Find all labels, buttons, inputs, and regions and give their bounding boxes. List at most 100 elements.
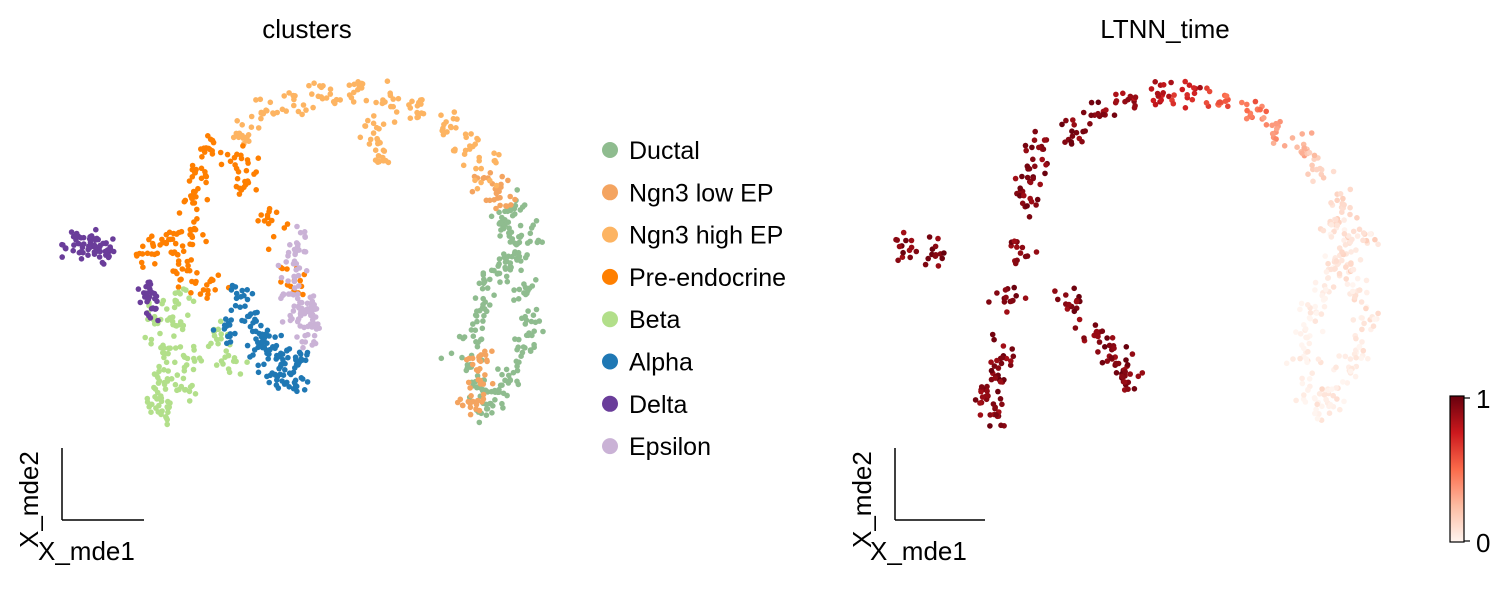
pre-endocrine-point — [278, 279, 284, 285]
ngn3-high-ep-point — [460, 162, 467, 169]
ltnn-time-point — [935, 263, 942, 269]
pre-endocrine-point — [232, 162, 238, 168]
ltnn-time-point — [1184, 92, 1190, 98]
ltnn-time-point — [1342, 353, 1349, 360]
ductal-point — [525, 308, 531, 314]
pre-endocrine-point — [175, 284, 182, 290]
beta-point — [151, 371, 158, 377]
ngn3-high-ep-point — [380, 121, 387, 127]
ltnn-time-title: LTNN_time — [1100, 14, 1230, 44]
ductal-point — [516, 253, 523, 260]
ltnn-time-point — [1007, 362, 1014, 369]
delta-point — [154, 298, 160, 305]
ductal-point — [517, 233, 524, 240]
ltnn-time-point — [1354, 215, 1360, 221]
ngn3-low-ep-point — [503, 203, 509, 209]
ltnn-time-point — [979, 394, 986, 400]
alpha-point — [228, 287, 235, 293]
pre-endocrine-point — [152, 261, 158, 267]
ltnn-time-point — [1290, 356, 1296, 362]
ltnn-time-point — [1104, 358, 1111, 364]
clusters-points — [59, 78, 546, 428]
ngn3-high-ep-point — [496, 151, 502, 158]
ngn3-high-ep-point — [476, 154, 483, 161]
pre-endocrine-point — [218, 161, 225, 168]
ngn3-high-ep-point — [474, 135, 480, 142]
pre-endocrine-point — [170, 230, 177, 237]
epsilon-point — [275, 262, 282, 269]
epsilon-point — [287, 242, 293, 248]
alpha-point — [249, 290, 256, 297]
ltnn-time-point — [908, 244, 915, 251]
pre-endocrine-point — [281, 225, 288, 231]
alpha-point — [223, 316, 229, 322]
alpha-point — [244, 313, 251, 320]
ngn3-high-ep-point — [248, 113, 255, 120]
ltnn-time-point — [1316, 411, 1322, 417]
pre-endocrine-point — [203, 179, 209, 186]
ltnn-time-point — [1012, 260, 1019, 267]
ngn3-high-ep-point — [300, 102, 307, 108]
ltnn-time-point — [1119, 373, 1125, 380]
ltnn-time-point — [988, 367, 995, 374]
legend-label-epsilon: Epsilon — [629, 433, 711, 461]
alpha-point — [288, 371, 294, 378]
ltnn-time-point — [894, 237, 900, 243]
epsilon-point — [291, 278, 298, 285]
beta-point — [163, 359, 170, 366]
ductal-point — [497, 233, 503, 239]
ngn3-high-ep-point — [245, 132, 252, 138]
beta-point — [180, 375, 187, 382]
ductal-point — [534, 239, 541, 246]
ductal-point — [519, 349, 526, 356]
beta-point — [176, 386, 182, 393]
ltnn-time-point — [1327, 401, 1334, 408]
legend-label-pre-endocrine: Pre-endocrine — [629, 264, 786, 292]
ductal-point — [456, 333, 463, 340]
ltnn-time-point — [1348, 261, 1354, 267]
pre-endocrine-point — [194, 206, 200, 213]
pre-endocrine-point — [236, 185, 243, 192]
ngn3-high-ep-point — [370, 130, 377, 136]
legend-label-ductal: Ductal — [629, 137, 700, 165]
ngn3-high-ep-point — [468, 131, 474, 137]
ltnn-time-point — [1182, 78, 1188, 85]
ngn3-high-ep-point — [318, 84, 325, 91]
ngn3-high-ep-point — [451, 109, 458, 115]
ngn3-high-ep-point — [351, 89, 357, 96]
epsilon-point — [294, 318, 301, 325]
ltnn-time-point — [1135, 373, 1142, 380]
ductal-point — [483, 412, 490, 419]
ductal-point — [480, 301, 486, 308]
pre-endocrine-point — [140, 264, 146, 271]
ductal-point — [500, 405, 506, 411]
ngn3-high-ep-point — [367, 136, 374, 143]
ngn3-high-ep-point — [267, 99, 274, 106]
ltnn-time-point — [1305, 348, 1311, 355]
alpha-point — [258, 322, 264, 329]
ductal-point — [515, 296, 522, 302]
pre-endocrine-point — [204, 196, 211, 203]
ngn3-low-ep-point — [489, 380, 496, 387]
ngn3-high-ep-point — [414, 103, 421, 109]
ngn3-high-ep-point — [438, 112, 444, 118]
ltnn-time-point — [993, 412, 999, 418]
ductal-point — [474, 318, 480, 325]
ductal-point — [500, 390, 507, 397]
ductal-point — [494, 271, 501, 277]
ductal-point — [512, 202, 519, 209]
ductal-point — [540, 328, 546, 335]
pre-endocrine-point — [203, 238, 209, 245]
epsilon-point — [315, 321, 321, 327]
delta-point — [68, 229, 75, 235]
ltnn-time-point — [1321, 303, 1328, 310]
ltnn-time-point — [1341, 227, 1348, 233]
ngn3-low-ep-point — [482, 348, 488, 355]
ductal-point — [533, 306, 540, 313]
ductal-point — [506, 372, 512, 379]
ductal-point — [483, 401, 490, 408]
ltnn-time-point — [1013, 293, 1019, 299]
ltnn-time-point — [1301, 145, 1307, 151]
ltnn-time-point — [1297, 355, 1303, 362]
legend-marker-ngn3-high-ep — [602, 226, 618, 243]
